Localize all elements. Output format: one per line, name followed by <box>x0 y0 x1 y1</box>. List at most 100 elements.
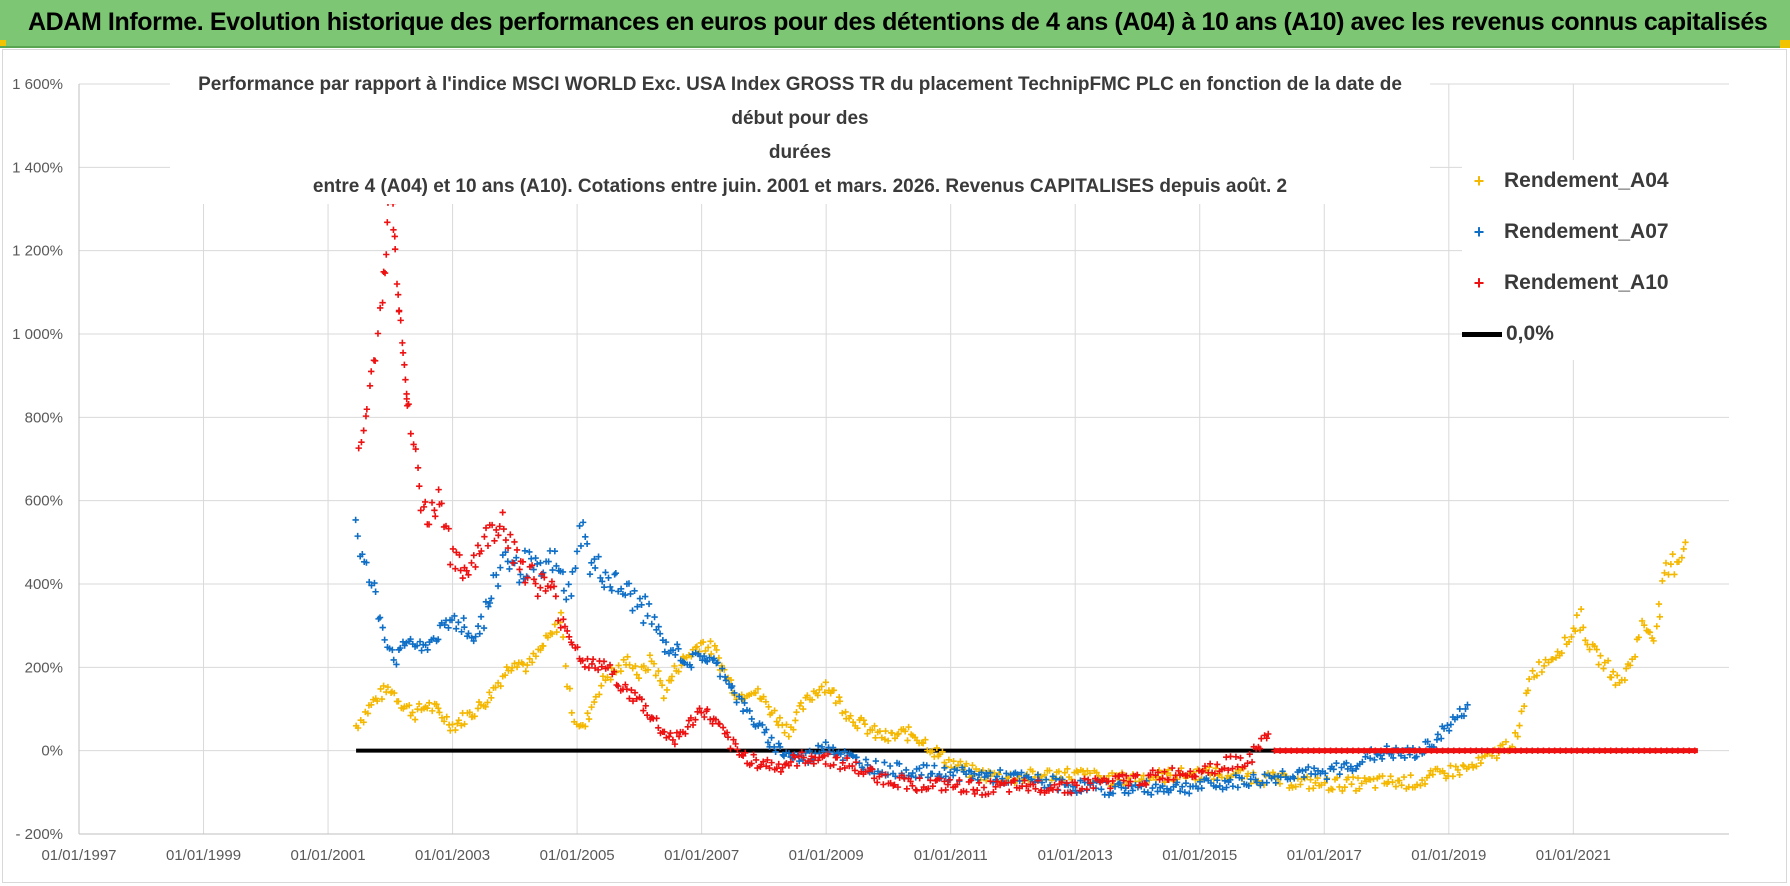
marker-a10 <box>1517 747 1525 754</box>
marker-a07 <box>1216 782 1223 790</box>
marker-a10 <box>1607 747 1614 754</box>
marker-a07 <box>856 759 863 767</box>
marker-a10 <box>380 268 387 275</box>
marker-a04 <box>544 634 552 641</box>
marker-a10 <box>1084 776 1092 783</box>
marker-a07 <box>634 603 641 610</box>
marker-a10 <box>1168 764 1176 772</box>
marker-a04 <box>1488 752 1496 760</box>
marker-a10 <box>399 349 407 357</box>
marker-a04 <box>562 662 569 670</box>
marker-a07 <box>768 734 775 741</box>
marker-a07 <box>563 596 570 603</box>
marker-a10 <box>1201 762 1209 770</box>
marker-a10 <box>407 430 414 437</box>
marker-a10 <box>1083 786 1090 793</box>
marker-a07 <box>881 759 888 766</box>
marker-a07 <box>738 695 745 703</box>
marker-a04 <box>599 673 607 680</box>
marker-a10 <box>1394 747 1401 754</box>
marker-a04 <box>1372 784 1379 792</box>
marker-a10 <box>953 781 961 788</box>
marker-a10 <box>775 760 782 768</box>
marker-a07 <box>513 554 520 561</box>
marker-a04 <box>1612 681 1619 689</box>
corner-accent-left <box>0 40 6 46</box>
marker-a07 <box>923 762 930 769</box>
x-tick-label: 01/01/2009 <box>789 847 864 864</box>
marker-a10 <box>463 567 470 575</box>
y-tick-label: 600% <box>25 493 63 510</box>
marker-a04 <box>519 660 527 668</box>
marker-a04 <box>1396 777 1403 784</box>
marker-a07 <box>418 647 425 654</box>
marker-a10 <box>513 546 521 554</box>
marker-a10 <box>671 740 679 748</box>
marker-a07 <box>1338 764 1345 771</box>
banner-title: ADAM Informe. Evolution historique des p… <box>28 8 1768 36</box>
marker-a07 <box>1223 784 1230 791</box>
marker-a04 <box>972 765 980 773</box>
marker-a04 <box>1427 767 1434 775</box>
marker-a04 <box>1565 638 1573 645</box>
marker-a07 <box>1018 769 1025 776</box>
marker-a04 <box>842 708 849 716</box>
marker-a07 <box>1129 787 1136 794</box>
marker-a10 <box>766 764 773 772</box>
x-tick-label: 01/01/1997 <box>41 847 116 864</box>
marker-a04 <box>615 662 622 669</box>
marker-a07 <box>1219 786 1226 793</box>
marker-a04 <box>1165 766 1172 773</box>
marker-a07 <box>458 628 465 635</box>
marker-a07 <box>714 659 721 666</box>
marker-a04 <box>895 730 902 738</box>
marker-a07 <box>1444 722 1451 729</box>
marker-a04 <box>1417 782 1424 789</box>
marker-a04 <box>1218 774 1226 781</box>
marker-a07 <box>640 619 647 627</box>
marker-a04 <box>704 644 712 651</box>
marker-a10 <box>1282 747 1289 754</box>
marker-a10 <box>1032 785 1039 793</box>
marker-a04 <box>781 729 788 736</box>
marker-a04 <box>839 709 846 717</box>
marker-a07 <box>1322 770 1329 777</box>
marker-a10 <box>425 521 433 528</box>
marker-a04 <box>588 703 595 711</box>
marker-a10 <box>563 627 571 635</box>
marker-a04 <box>1477 759 1485 767</box>
marker-a04 <box>1400 773 1408 781</box>
marker-a10 <box>1120 777 1127 784</box>
marker-a10 <box>391 246 399 253</box>
marker-a10 <box>1142 781 1150 788</box>
marker-a10 <box>474 542 482 549</box>
marker-a04 <box>551 621 559 628</box>
marker-a07 <box>967 768 975 776</box>
marker-a04 <box>905 723 912 731</box>
marker-a10 <box>1005 788 1013 795</box>
marker-a10 <box>610 668 618 675</box>
marker-a10 <box>1428 747 1435 754</box>
marker-a10 <box>719 724 727 731</box>
marker-a10 <box>1444 747 1452 754</box>
marker-a04 <box>1061 769 1068 776</box>
marker-a04 <box>1341 784 1348 791</box>
marker-a10 <box>376 304 384 312</box>
marker-a04 <box>368 701 375 709</box>
marker-a10 <box>843 754 851 762</box>
marker-a10 <box>1068 789 1075 797</box>
marker-a10 <box>374 330 382 337</box>
marker-a07 <box>422 641 429 649</box>
marker-a04 <box>1244 770 1252 777</box>
series-a10-flat <box>1271 747 1698 754</box>
marker-a04 <box>693 643 701 650</box>
marker-a07 <box>1272 779 1279 787</box>
marker-a07 <box>931 762 938 769</box>
marker-a07 <box>617 585 625 592</box>
marker-a07 <box>1116 779 1123 787</box>
marker-a04 <box>1662 559 1670 567</box>
marker-a07 <box>775 740 782 747</box>
marker-a10 <box>1154 769 1162 776</box>
marker-a07 <box>651 613 658 621</box>
marker-a07 <box>1424 738 1431 745</box>
